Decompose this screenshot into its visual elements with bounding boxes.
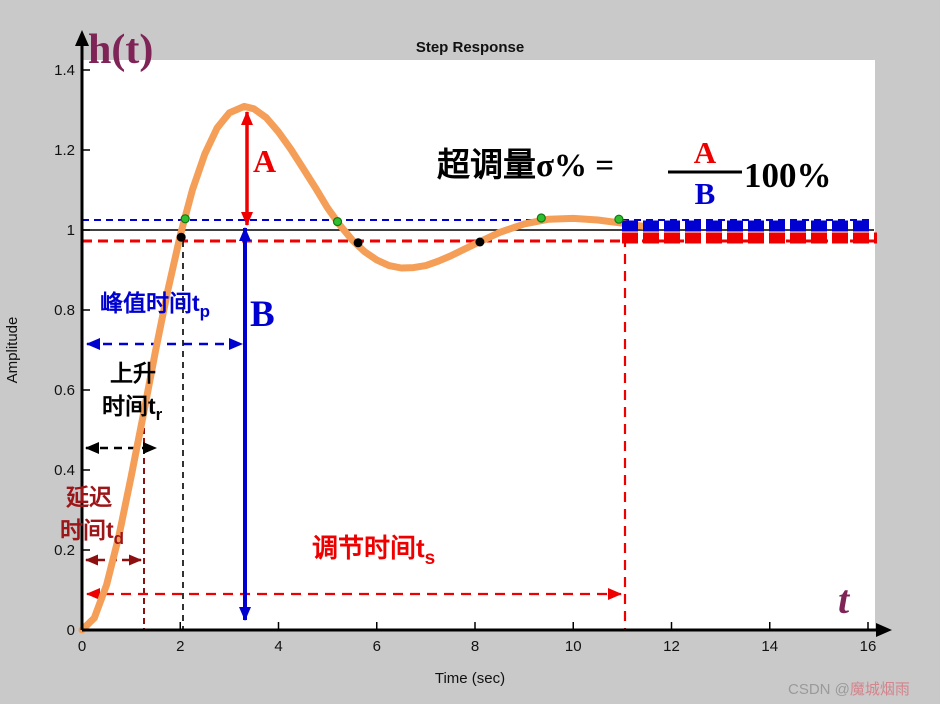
lower-band-marker-dot — [353, 238, 363, 248]
peak-time-text: 峰值时间t — [100, 290, 200, 316]
rise-time-subscript: r — [156, 405, 163, 424]
label-A: A — [253, 143, 276, 179]
y-tick-label: 0 — [67, 622, 75, 639]
y-axis-label: Amplitude — [4, 317, 21, 384]
peak-time-subscript: p — [200, 302, 210, 321]
y-tick-label: 1.4 — [54, 62, 75, 79]
rise-time-label-line1: 上升 — [110, 360, 156, 386]
watermark: CSDN @魔城烟雨 — [788, 681, 910, 698]
settling-time-label: 调节时间ts — [312, 533, 435, 569]
formula-numerator-A: A — [694, 135, 717, 170]
x-tick-label: 0 — [78, 638, 86, 655]
y-tick-label: 1 — [67, 222, 75, 239]
axis-ticks: 0 2 4 6 8 10 12 14 16 0 0.2 0.4 0.6 0.8 1 1.2 1.4 — [54, 62, 876, 655]
x-tick-label: 6 — [373, 638, 381, 655]
lower-band-marker-dot — [475, 237, 485, 247]
upper-band-marker-dot — [614, 214, 624, 224]
delay-time-text: 时间t — [60, 517, 114, 543]
y-tick-label: 0.8 — [54, 302, 75, 319]
watermark-name: 魔城烟雨 — [850, 681, 910, 698]
x-tick-label: 2 — [176, 638, 184, 655]
delay-time-label-line2: 时间td — [60, 517, 124, 548]
y-tick-label: 0.4 — [54, 462, 75, 479]
formula-prefix: 超调量σ% = — [437, 147, 614, 184]
x-tick-label: 10 — [565, 638, 582, 655]
overshoot-formula: 超调量σ% = A B 100% — [437, 135, 832, 211]
settling-time-text: 调节时间t — [312, 533, 425, 563]
formula-denominator-B: B — [695, 176, 716, 211]
x-tick-label: 4 — [274, 638, 282, 655]
crossing-markers — [176, 213, 624, 248]
ht-function-label: h(t) — [88, 27, 153, 73]
t-axis-label: t — [838, 577, 851, 622]
x-tick-label: 14 — [761, 638, 778, 655]
y-tick-label: 1.2 — [54, 142, 75, 159]
upper-band-marker-dot — [332, 217, 343, 227]
rise-time-text: 时间t — [102, 393, 156, 419]
formula-suffix: 100% — [744, 156, 832, 195]
x-tick-label: 12 — [663, 638, 680, 655]
x-tick-label: 16 — [860, 638, 877, 655]
step-response-curve — [78, 102, 651, 634]
upper-band-marker-dot — [536, 213, 546, 223]
delay-time-label-line1: 延迟 — [65, 484, 112, 510]
x-axis-arrowhead-icon — [876, 623, 892, 637]
x-axis-label: Time (sec) — [435, 670, 505, 687]
lower-band-marker-dot — [176, 232, 186, 242]
settling-time-subscript: s — [425, 548, 436, 569]
peak-time-label: 峰值时间tp — [100, 290, 210, 321]
y-tick-label: 0.2 — [54, 542, 75, 559]
y-axis-arrowhead-icon — [75, 30, 89, 46]
y-tick-label: 0.6 — [54, 382, 75, 399]
x-tick-label: 8 — [471, 638, 479, 655]
delay-time-subscript: d — [114, 529, 124, 548]
rise-time-label-line2: 时间tr — [102, 393, 163, 424]
watermark-prefix: CSDN @ — [788, 681, 850, 698]
label-B: B — [250, 294, 275, 335]
chart-title: Step Response — [416, 39, 524, 56]
upper-band-marker-dot — [180, 214, 190, 224]
